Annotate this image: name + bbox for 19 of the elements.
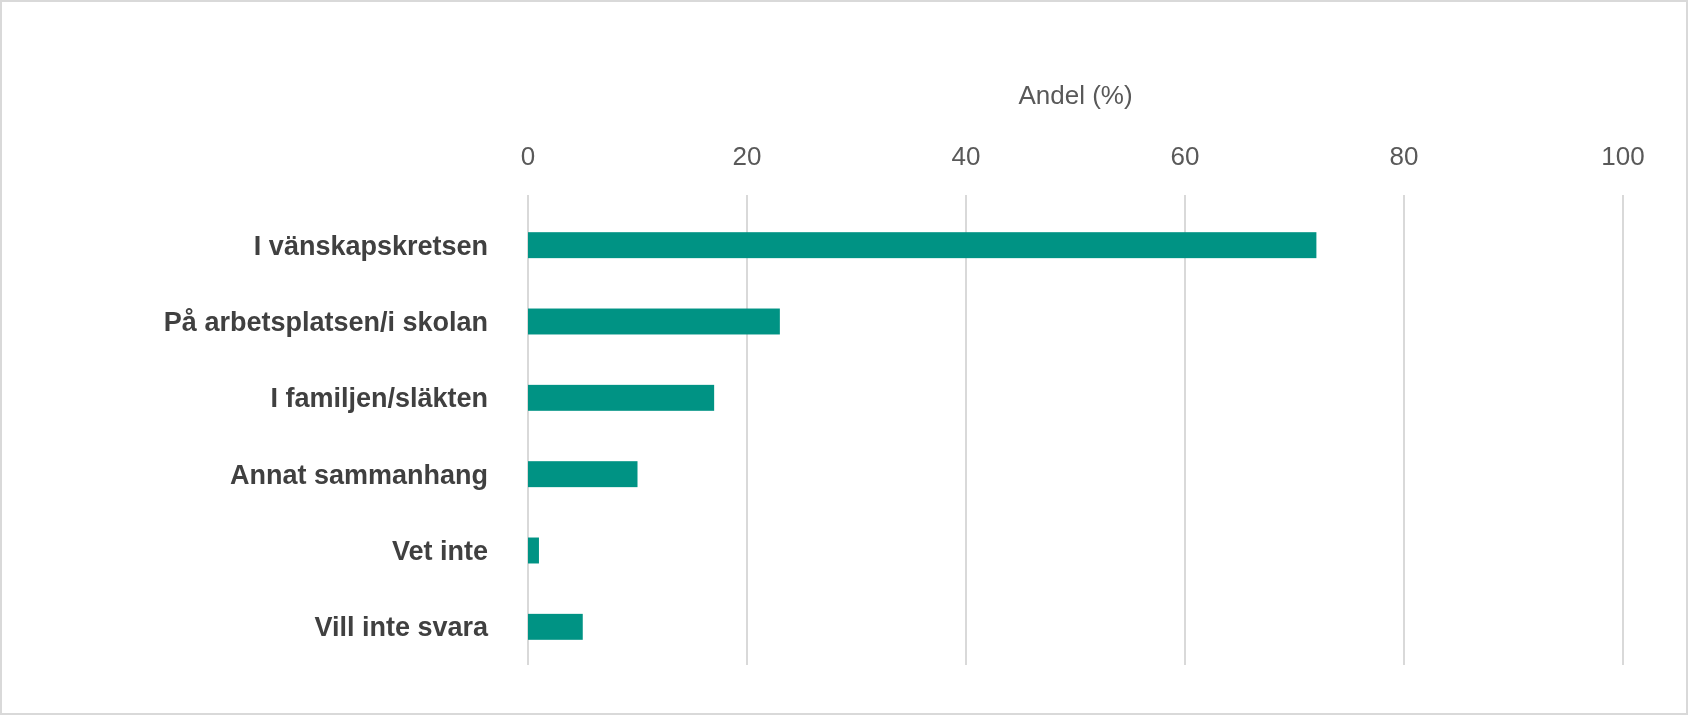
bar — [528, 232, 1317, 259]
y-tick-label: Vill inte svara — [314, 612, 489, 643]
y-tick-label: Vet inte — [391, 535, 488, 566]
x-axis-title: Andel (%) — [1018, 80, 1133, 110]
bar — [528, 308, 780, 335]
x-tick-label: 40 — [951, 141, 981, 171]
y-tick-label: I vänskapskretsen — [253, 230, 488, 261]
x-tick-label: 60 — [1170, 141, 1200, 171]
y-tick-label: I familjen/släkten — [270, 383, 488, 414]
x-tick-label: 80 — [1389, 141, 1419, 171]
y-tick-label: På arbetsplatsen/i skolan — [163, 306, 488, 337]
bar — [528, 461, 638, 488]
bar — [528, 384, 715, 411]
x-tick-label: 20 — [732, 141, 762, 171]
bar — [528, 613, 583, 640]
x-tick-label: 100 — [1601, 141, 1645, 171]
x-tick-label: 0 — [520, 141, 536, 171]
y-tick-label: Annat sammanhang — [229, 459, 488, 490]
bar — [528, 537, 539, 564]
